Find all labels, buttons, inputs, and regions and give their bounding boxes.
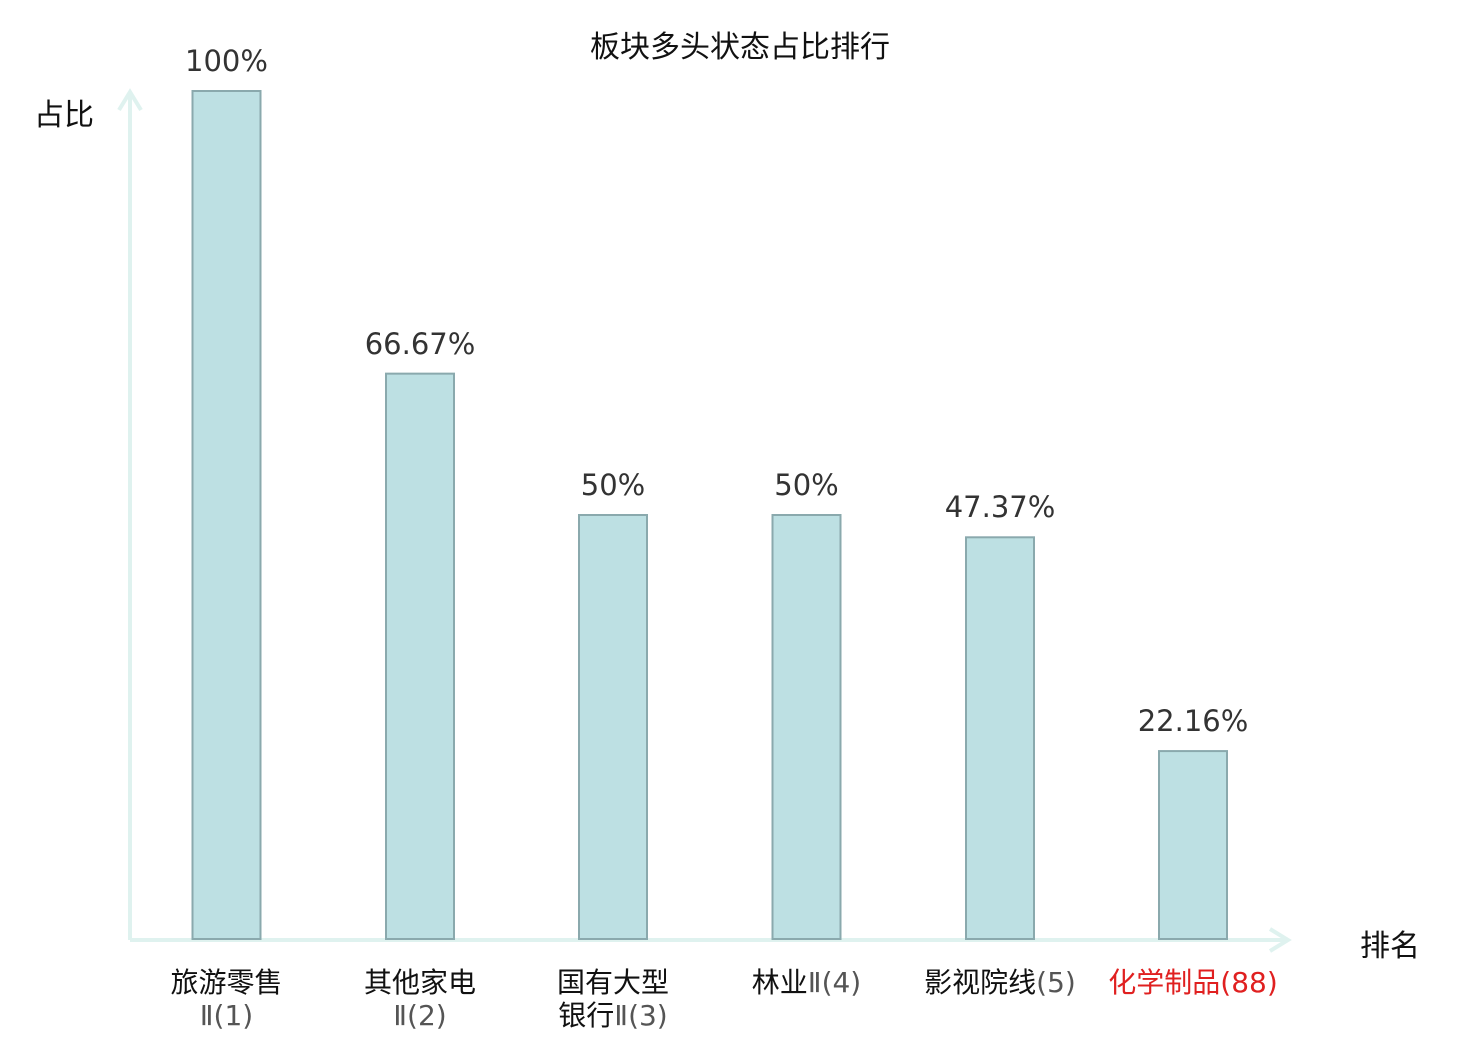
category-label-line: 林业Ⅱ(4): [751, 966, 862, 999]
bar: [771, 514, 842, 940]
bar: [385, 372, 455, 940]
chart-title: 板块多头状态占比排行: [590, 30, 890, 65]
bar: [965, 536, 1035, 941]
bars: [191, 90, 1228, 941]
y-axis-arrow: [117, 88, 143, 112]
bar: [191, 90, 262, 940]
category-label-line: 旅游零售: [170, 966, 283, 999]
category-label-line: Ⅱ(2): [393, 999, 447, 1032]
bar: [578, 514, 648, 940]
value-label: 22.16%: [1137, 704, 1249, 739]
category-label: 影视院线(5): [900, 966, 1100, 999]
value-label: 100%: [185, 44, 268, 78]
x-axis-label: 排名: [1360, 929, 1420, 964]
value-label: 50%: [580, 468, 646, 502]
value-label: 47.37%: [944, 490, 1056, 525]
value-label: 66.67%: [364, 326, 476, 361]
category-label-line: 影视院线(5): [924, 966, 1076, 999]
category-label: 旅游零售 Ⅱ(1): [127, 966, 327, 1032]
category-label-line: 国有大型: [556, 966, 669, 999]
value-label: 50%: [774, 468, 839, 502]
category-label-line: 化学制品(88): [1108, 966, 1278, 999]
category-label-line: Ⅱ(1): [199, 999, 254, 1032]
bar: [1158, 750, 1228, 940]
category-label-line: 银行Ⅱ(3): [558, 999, 668, 1032]
axes: [117, 88, 1292, 953]
category-label: 其他家电 Ⅱ(2): [320, 966, 520, 1032]
category-label-line: 其他家电: [363, 966, 476, 999]
y-axis-label: 占比: [34, 98, 94, 133]
x-axis-arrow: [1268, 927, 1292, 953]
category-label: 国有大型 银行Ⅱ(3): [513, 966, 713, 1032]
category-label: 化学制品(88): [1093, 966, 1293, 999]
category-label: 林业Ⅱ(4): [707, 966, 907, 999]
